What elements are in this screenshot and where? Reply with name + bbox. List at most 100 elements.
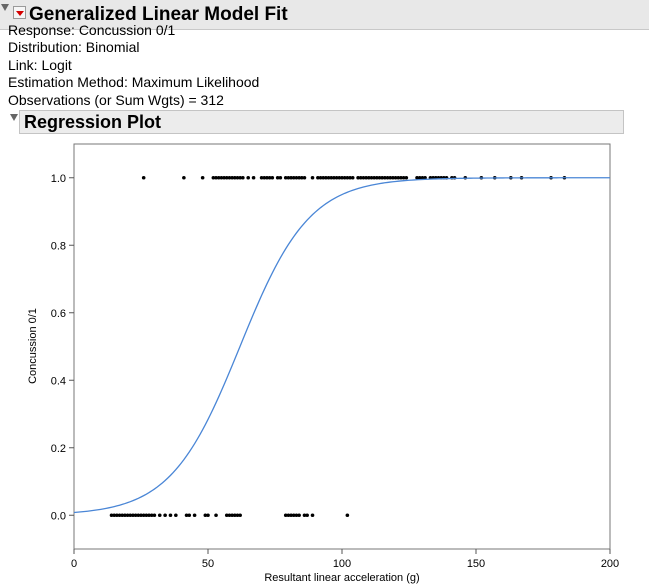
data-point (356, 175, 360, 180)
data-point (265, 175, 269, 180)
data-point (128, 513, 133, 518)
data-point (182, 175, 186, 180)
data-point (230, 175, 234, 180)
data-point (401, 175, 406, 180)
x-tick-label: 150 (467, 558, 485, 570)
data-point (117, 513, 122, 518)
data-point (141, 513, 146, 518)
red-triangle-icon (16, 11, 24, 16)
data-point (297, 513, 301, 518)
y-tick-label: 0.8 (51, 240, 66, 252)
data-point (125, 513, 130, 518)
regression-plot-collapse-icon[interactable] (10, 114, 18, 121)
report-title: Generalized Linear Model Fit (29, 4, 288, 25)
data-point (262, 175, 267, 180)
y-tick-label: 0.2 (51, 443, 66, 455)
data-point (415, 175, 419, 180)
data-point (235, 175, 240, 180)
data-point (224, 175, 229, 180)
data-point (383, 175, 387, 180)
data-point (318, 175, 323, 180)
data-point (227, 175, 232, 180)
data-point (345, 175, 350, 180)
data-point (399, 175, 403, 180)
regression-plot-header[interactable] (19, 110, 624, 134)
data-point (238, 175, 242, 180)
data-point (358, 175, 363, 180)
data-point (369, 175, 374, 180)
data-point (294, 513, 299, 518)
data-point (259, 175, 264, 180)
data-point (235, 513, 240, 518)
data-point (115, 513, 119, 518)
data-point (214, 175, 218, 180)
data-point (131, 513, 135, 518)
data-point (184, 513, 189, 518)
data-point (316, 175, 320, 180)
collapse-triangle-icon[interactable] (1, 4, 9, 11)
data-point (216, 175, 221, 180)
data-point (200, 175, 205, 180)
data-point (241, 175, 245, 180)
data-point (109, 513, 114, 518)
response-text: Response: Concussion 0/1 (8, 22, 176, 38)
data-point (321, 175, 326, 180)
data-point (391, 175, 395, 180)
data-point (233, 513, 237, 518)
data-point (396, 175, 401, 180)
data-point (267, 175, 272, 180)
x-tick-label: 0 (71, 558, 77, 570)
data-point (144, 513, 149, 518)
report-header-bar[interactable]: Generalized Linear Model Fit (0, 0, 649, 30)
link-text: Link: Logit (8, 56, 72, 73)
data-point (332, 175, 336, 180)
red-triangle-menu-button[interactable] (13, 6, 26, 19)
data-point (219, 175, 224, 180)
estimation-method-text: Estimation Method: Maximum Likelihood (8, 74, 260, 91)
data-point (133, 513, 138, 518)
x-tick-label: 100 (333, 558, 351, 570)
data-point (377, 175, 382, 180)
data-point (300, 175, 304, 180)
data-point (152, 513, 157, 518)
data-point (294, 175, 299, 180)
data-point (417, 175, 422, 180)
y-tick-label: 1.0 (51, 173, 66, 185)
data-point (388, 175, 393, 180)
x-axis-label: Resultant linear acceleration (g) (264, 572, 419, 584)
data-point (372, 175, 376, 180)
y-tick-label: 0.0 (51, 510, 66, 522)
data-point (334, 175, 339, 180)
data-point (340, 175, 344, 180)
data-point (305, 513, 309, 518)
data-point (238, 513, 242, 518)
data-point (345, 513, 350, 518)
data-point (222, 175, 226, 180)
data-point (174, 513, 178, 518)
distribution-text: Distribution: Binomial (8, 39, 140, 56)
data-point (297, 175, 301, 180)
data-point (136, 513, 141, 518)
x-tick-label: 50 (202, 558, 214, 570)
data-point (157, 513, 162, 518)
data-point (310, 513, 315, 518)
data-point (141, 175, 146, 180)
data-point (214, 513, 218, 518)
data-point (329, 175, 334, 180)
data-point (233, 175, 237, 180)
data-point (286, 513, 291, 518)
data-point (230, 513, 234, 518)
data-point (283, 513, 288, 518)
data-point (203, 513, 208, 518)
data-point (404, 175, 409, 180)
data-point (302, 513, 307, 518)
data-point (326, 175, 331, 180)
data-point (251, 175, 256, 180)
y-axis-label: Concussion 0/1 (27, 308, 39, 384)
data-point (310, 175, 315, 180)
data-point (385, 175, 390, 180)
regression-plot-title: Regression Plot (24, 112, 162, 132)
data-point (227, 513, 232, 518)
data-point (289, 513, 293, 518)
